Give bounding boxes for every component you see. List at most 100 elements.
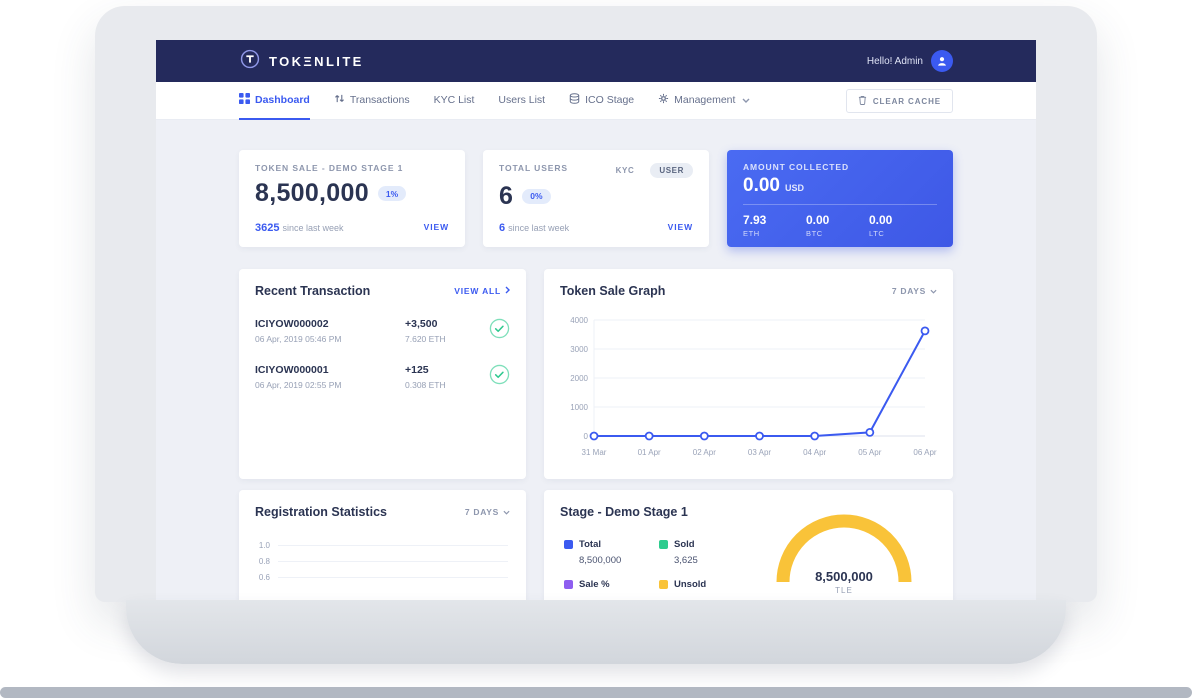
total-users-delta: 6 since last week <box>499 222 570 234</box>
transaction-date: 06 Apr, 2019 02:55 PM <box>255 380 342 390</box>
brand-wordmark-text: TOKΞNLITE <box>269 53 364 69</box>
token-sale-value: 8,500,000 <box>255 179 369 207</box>
user-menu[interactable]: Hello! Admin <box>867 50 953 72</box>
nav-item-transactions[interactable]: Transactions <box>334 82 410 120</box>
check-circle-icon <box>489 318 510 344</box>
nav-item-users-list[interactable]: Users List <box>498 82 545 120</box>
token-sale-graph-card: Token Sale Graph 7 DAYS 0 1000 2000 3000 400… <box>544 269 953 479</box>
token-sale-graph-title: Token Sale Graph <box>560 284 666 298</box>
svg-text:1000: 1000 <box>570 403 588 412</box>
transaction-amount: +3,500 <box>405 318 438 330</box>
transaction-id: ICIYOW000002 <box>255 318 329 330</box>
svg-text:2000: 2000 <box>570 374 588 383</box>
stage-title: Stage - Demo Stage 1 <box>560 505 688 519</box>
nav-item-ico-stage[interactable]: ICO Stage <box>569 82 634 120</box>
nav-item-kyc-list[interactable]: KYC List <box>434 82 475 120</box>
clear-cache-label: CLEAR CACHE <box>872 96 941 106</box>
token-sale-title: TOKEN SALE - DEMO STAGE 1 <box>255 163 404 173</box>
user-icon <box>938 57 946 66</box>
svg-text:04 Apr: 04 Apr <box>803 448 826 457</box>
transaction-eth: 0.308 ETH <box>405 380 446 390</box>
svg-text:01 Apr: 01 Apr <box>638 448 661 457</box>
chevron-down-icon <box>930 286 937 296</box>
total-users-badge: 0% <box>522 188 551 204</box>
legend-swatch <box>659 580 668 589</box>
tokenlite-logo-icon <box>239 48 261 75</box>
database-icon <box>569 93 580 107</box>
screen: TOKΞNLITE Hello! Admin <box>156 40 1036 602</box>
gear-icon <box>658 93 669 107</box>
nav-item-label: Users List <box>498 94 546 106</box>
device-frame: TOKΞNLITE Hello! Admin <box>95 6 1097 602</box>
nav-item-label: KYC List <box>433 94 475 106</box>
svg-text:0: 0 <box>584 432 589 441</box>
chevron-right-icon <box>505 286 510 296</box>
transaction-date: 06 Apr, 2019 05:46 PM <box>255 334 342 344</box>
token-sale-card: TOKEN SALE - DEMO STAGE 1 8,500,000 1% 3… <box>239 150 465 247</box>
desk-edge <box>0 687 1192 698</box>
amount-ltc: 0.00 LTC <box>869 213 893 238</box>
svg-text:31 Mar: 31 Mar <box>582 448 607 457</box>
divider <box>743 204 937 205</box>
gauge-center-label: TLE <box>835 586 853 595</box>
recent-transactions-title: Recent Transaction <box>255 284 371 298</box>
chevron-down-icon <box>742 94 750 106</box>
trash-icon <box>858 95 867 107</box>
amount-usd-label: USD <box>784 183 804 193</box>
nav-item-label: Management <box>674 94 736 106</box>
range-dropdown[interactable]: 7 DAYS <box>892 286 937 296</box>
nav-item-management[interactable]: Management <box>658 82 750 120</box>
total-users-view-link[interactable]: VIEW <box>667 222 693 232</box>
user-toggle-button[interactable]: USER <box>650 163 693 178</box>
token-sale-delta: 3625 since last week <box>255 222 344 234</box>
transaction-id: ICIYOW000001 <box>255 364 329 376</box>
range-dropdown[interactable]: 7 DAYS <box>465 507 510 517</box>
svg-text:4000: 4000 <box>570 316 588 325</box>
dashboard-content: TOKEN SALE - DEMO STAGE 1 8,500,000 1% 3… <box>156 120 1036 602</box>
svg-text:02 Apr: 02 Apr <box>693 448 716 457</box>
clear-cache-button[interactable]: CLEAR CACHE <box>845 89 953 113</box>
chevron-down-icon <box>503 507 510 517</box>
legend-item-sold: Sold 3,625 <box>659 539 744 566</box>
transaction-eth: 7.620 ETH <box>405 334 446 344</box>
view-all-link[interactable]: VIEW ALL <box>454 286 510 296</box>
brand: TOKΞNLITE <box>239 48 364 75</box>
amount-btc: 0.00 BTC <box>806 213 830 238</box>
token-sale-badge: 1% <box>377 186 407 201</box>
legend-swatch <box>564 580 573 589</box>
registration-statistics-card: Registration Statistics 7 DAYS 1.0 0.8 0… <box>239 490 526 602</box>
legend-swatch <box>564 540 573 549</box>
nav-item-dashboard[interactable]: Dashboard <box>239 82 310 120</box>
recent-transactions-card: Recent Transaction VIEW ALL ICIYOW000002… <box>239 269 526 479</box>
check-circle-icon <box>489 364 510 390</box>
nav-item-label: ICO Stage <box>585 94 635 106</box>
legend-item-sale-pct: Sale % <box>564 579 649 595</box>
legend-swatch <box>659 540 668 549</box>
transfer-arrows-icon <box>334 93 345 107</box>
svg-text:03 Apr: 03 Apr <box>748 448 771 457</box>
total-users-value: 6 <box>499 181 514 210</box>
users-toggle: KYC USER <box>607 163 693 178</box>
nav-item-label: Transactions <box>349 94 410 106</box>
stage-gauge: 8,500,000 TLE <box>769 498 919 595</box>
svg-text:06 Apr: 06 Apr <box>913 448 936 457</box>
kyc-toggle-button[interactable]: KYC <box>615 166 635 175</box>
amount-collected-title: AMOUNT COLLECTED <box>743 162 850 172</box>
token-sale-view-link[interactable]: VIEW <box>423 222 449 232</box>
nav-items: Dashboard Transactions KYC List Users Li… <box>239 82 750 120</box>
nav-item-label: Dashboard <box>255 94 310 106</box>
laptop-base <box>126 600 1066 664</box>
transaction-amount: +125 <box>405 364 429 376</box>
amount-usd-value: 0.00 <box>743 175 780 196</box>
stage-legend: Total 8,500,000 Sold 3,625 Sale % <box>564 539 754 595</box>
greeting-text: Hello! Admin <box>866 55 923 67</box>
registration-statistics-title: Registration Statistics <box>255 505 387 519</box>
token-sale-line-chart: 0 1000 2000 3000 4000 31 Mar 01 Apr 02 Apr 03 Ap… <box>544 308 953 462</box>
brand-wordmark: TOKΞNLITE <box>269 54 364 69</box>
registration-chart-axis: 1.0 0.8 0.6 <box>239 537 526 585</box>
total-users-title: TOTAL USERS <box>499 163 568 173</box>
stage-card: Stage - Demo Stage 1 Total 8,500,000 Sol… <box>544 490 953 602</box>
gauge-center-value: 8,500,000 <box>815 569 873 584</box>
avatar[interactable] <box>931 50 953 72</box>
